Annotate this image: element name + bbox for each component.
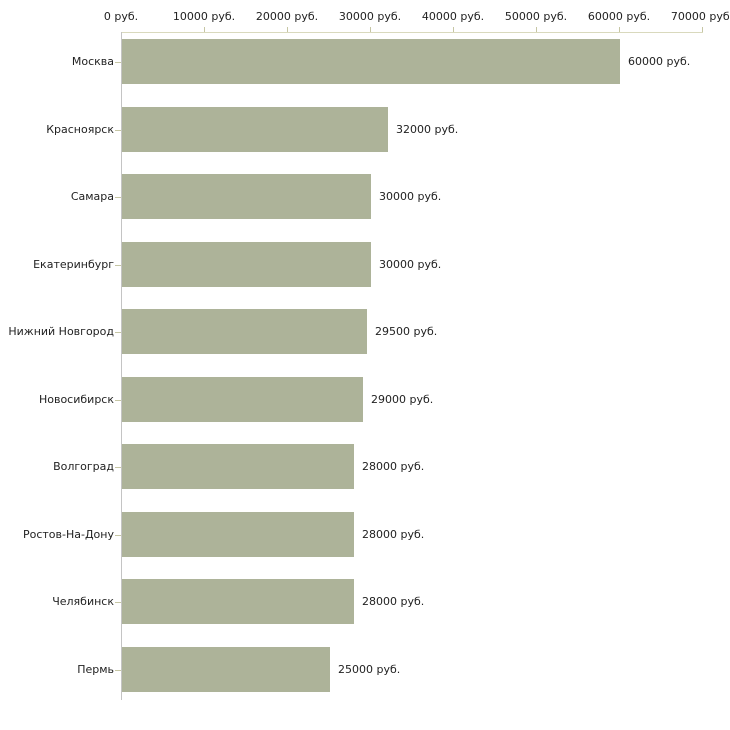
bar-row: Екатеринбург 30000 руб. [0,241,730,287]
x-tick-label: 60000 руб. [587,10,651,23]
category-label: Ростов-На-Дону [22,527,114,541]
x-tick-mark [536,27,537,32]
value-label: 28000 руб. [362,460,425,473]
x-tick-mark [370,27,371,32]
value-label: 30000 руб. [379,257,442,271]
x-tick-label: 0 руб. [103,10,139,23]
bar-row: Челябинск 28000 руб. [0,579,730,624]
category-tick-mark [115,467,121,468]
category-tick-mark [115,129,121,131]
x-tick-label: 70000 руб. [670,10,730,23]
bar [122,646,330,692]
category-tick-mark [115,197,121,198]
bar-row: Волгоград 28000 руб. [0,444,730,489]
bar [122,309,367,354]
x-tick-label: 10000 руб. [172,10,236,23]
category-label: Москва [71,55,114,68]
category-label: Нижний Новгород [8,325,114,338]
category-tick-mark [115,669,121,671]
bar [122,174,371,219]
bar [122,106,388,152]
x-tick-label: 40000 руб. [421,10,485,23]
value-label: 60000 руб. [628,55,691,68]
category-label: Челябинск [52,595,114,608]
x-tick-label: 20000 руб. [255,10,319,23]
x-tick-label: 50000 руб. [504,10,568,23]
value-label: 32000 руб. [396,122,459,136]
value-label: 29500 руб. [375,325,438,338]
bar-row: Пермь 25000 руб. [0,646,730,692]
x-axis-line [121,32,703,33]
category-tick-mark [115,264,121,266]
bar-row: Красноярск 32000 руб. [0,106,730,152]
value-label: 30000 руб. [379,190,442,203]
value-label: 29000 руб. [371,392,434,406]
bar [122,511,354,557]
x-tick-mark [287,27,288,32]
bar-row: Нижний Новгород 29500 руб. [0,309,730,354]
category-label: Екатеринбург [33,257,114,271]
bar [122,579,354,624]
value-label: 28000 руб. [362,595,425,608]
category-label: Волгоград [53,460,114,473]
x-tick-mark [619,27,620,32]
category-tick-mark [115,534,121,536]
x-tick-label: 30000 руб. [338,10,402,23]
bar-row: Новосибирск 29000 руб. [0,376,730,422]
bar [122,241,371,287]
category-tick-mark [115,602,121,603]
category-tick-mark [115,62,121,63]
bar [122,39,620,84]
y-axis-line [121,32,122,700]
category-tick-mark [115,399,121,401]
value-label: 25000 руб. [338,662,401,676]
bar-row: Ростов-На-Дону 28000 руб. [0,511,730,557]
x-tick-mark [453,27,454,32]
bar [122,376,363,422]
category-label: Красноярск [46,122,114,136]
value-label: 28000 руб. [362,527,425,541]
bar-row: Самара 30000 руб. [0,174,730,219]
x-tick-mark [204,27,205,32]
category-label: Новосибирск [38,392,114,406]
bar-row: Москва 60000 руб. [0,39,730,84]
category-label: Самара [70,190,114,203]
x-tick-mark [702,27,703,32]
bar [122,444,354,489]
category-tick-mark [115,332,121,333]
category-label: Пермь [77,662,114,676]
